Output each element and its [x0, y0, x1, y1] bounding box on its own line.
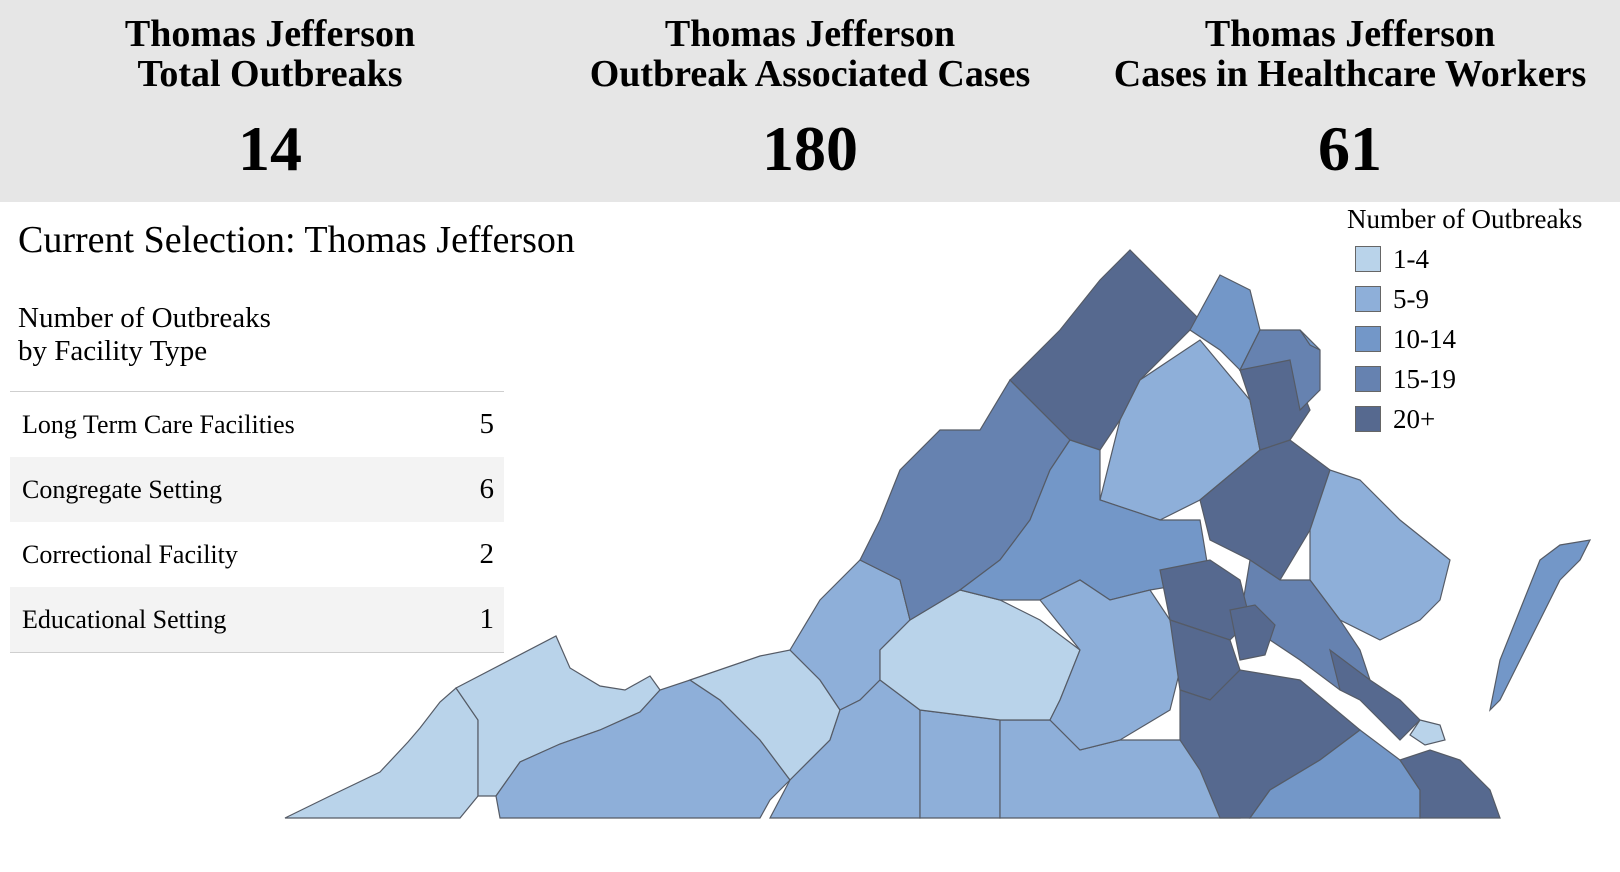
legend-swatch [1355, 366, 1381, 392]
stats-bar: Thomas Jefferson Total Outbreaks 14 Thom… [0, 0, 1620, 202]
facility-count: 6 [479, 473, 495, 505]
legend-label: 1-4 [1393, 243, 1429, 274]
district-hampton[interactable] [1409, 719, 1446, 746]
table-row: Correctional Facility 2 [10, 522, 504, 587]
facility-count: 1 [479, 603, 495, 635]
legend-label: 5-9 [1393, 283, 1429, 314]
legend-item: 15-19 [1347, 359, 1582, 399]
district-virginia-beach[interactable] [1399, 749, 1501, 819]
legend-swatch [1355, 246, 1381, 272]
table-row: Congregate Setting 6 [10, 457, 504, 522]
stat-value: 180 [762, 113, 858, 184]
legend-item: 10-14 [1347, 319, 1582, 359]
facility-count: 2 [479, 538, 495, 570]
district-far-southwest[interactable] [284, 687, 479, 819]
facility-count: 5 [479, 408, 495, 440]
facility-label: Congregate Setting [22, 474, 223, 504]
facility-label: Correctional Facility [22, 539, 238, 569]
district-piedmont[interactable] [1039, 579, 1181, 751]
legend-swatch [1355, 406, 1381, 432]
associated-cases-stat: Thomas Jefferson Outbreak Associated Cas… [540, 14, 1080, 184]
district-pittsylvania-danville[interactable] [919, 709, 1001, 819]
stat-title-line2: Cases in Healthcare Workers [1113, 53, 1587, 95]
legend-label: 10-14 [1393, 323, 1456, 354]
legend-swatch [1355, 326, 1381, 352]
stat-title: Thomas Jefferson Cases in Healthcare Wor… [1080, 14, 1620, 94]
healthcare-workers-stat: Thomas Jefferson Cases in Healthcare Wor… [1080, 14, 1620, 184]
district-eastern-shore[interactable] [1489, 539, 1592, 712]
district-peninsula[interactable] [1329, 648, 1421, 741]
stat-title: Thomas Jefferson Total Outbreaks [0, 14, 540, 94]
stat-value: 14 [238, 113, 302, 184]
facility-label: Long Term Care Facilities [22, 409, 295, 439]
legend-label: 20+ [1393, 403, 1436, 434]
legend-label: 15-19 [1393, 363, 1456, 394]
stat-value: 61 [1318, 113, 1382, 184]
facility-type-heading: Number of Outbreaks by Facility Type [18, 302, 271, 368]
facility-heading-line2: by Facility Type [18, 335, 208, 367]
table-row: Long Term Care Facilities 5 [10, 392, 504, 457]
stat-title-line2: Total Outbreaks [137, 53, 403, 95]
district-arlington[interactable] [1299, 329, 1321, 351]
total-outbreaks-stat: Thomas Jefferson Total Outbreaks 14 [0, 14, 540, 184]
stat-title-line1: Thomas Jefferson [664, 13, 956, 55]
table-row: Educational Setting 1 [10, 587, 504, 652]
facility-label: Educational Setting [22, 604, 227, 634]
legend-swatch [1355, 286, 1381, 312]
legend-item: 1-4 [1347, 239, 1582, 279]
stat-title-line1: Thomas Jefferson [124, 13, 416, 55]
facility-heading-line1: Number of Outbreaks [18, 302, 271, 334]
legend-item: 20+ [1347, 399, 1582, 439]
map-legend: Number of Outbreaks 1-4 5-9 10-14 15-19 … [1347, 204, 1582, 439]
current-selection: Current Selection: Thomas Jefferson [18, 219, 575, 261]
legend-title: Number of Outbreaks [1347, 204, 1583, 234]
district-richmond[interactable] [1229, 604, 1276, 661]
stat-title-line2: Outbreak Associated Cases [589, 53, 1031, 95]
stat-title: Thomas Jefferson Outbreak Associated Cas… [540, 14, 1080, 94]
facility-type-table: Long Term Care Facilities 5 Congregate S… [10, 391, 504, 653]
district-fairfax[interactable] [1238, 329, 1321, 412]
legend-item: 5-9 [1347, 279, 1582, 319]
stat-title-line1: Thomas Jefferson [1204, 13, 1496, 55]
